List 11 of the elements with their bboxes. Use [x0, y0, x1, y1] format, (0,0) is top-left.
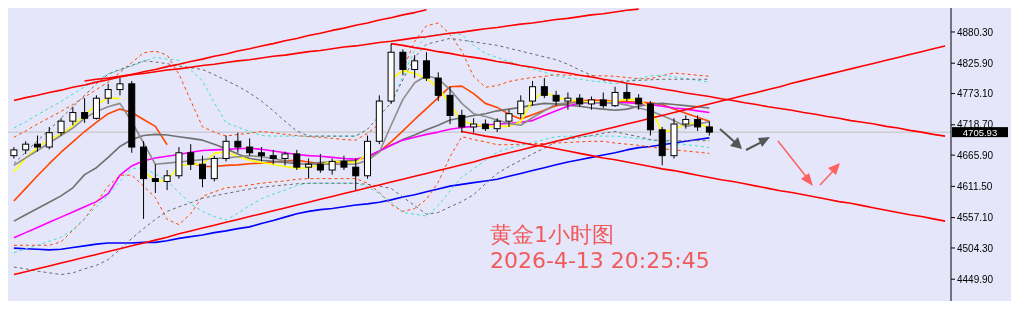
ref-line-label: 4705.93	[962, 126, 998, 138]
y-tick-label: 4557.10	[957, 212, 994, 224]
y-tick-label: 4665.90	[957, 149, 994, 161]
y-tick-label: 4773.10	[957, 88, 994, 100]
y-tick-label: 4449.90	[957, 273, 994, 285]
y-tick-label: 4504.30	[957, 242, 994, 254]
y-tick-label: 4825.90	[957, 57, 994, 69]
y-tick-label: 4880.30	[957, 26, 994, 38]
annotation: 2026-4-13 20:25:45	[490, 248, 710, 273]
y-tick-label: 4611.50	[957, 180, 993, 192]
annotation: 黄金1小时图	[490, 222, 614, 247]
